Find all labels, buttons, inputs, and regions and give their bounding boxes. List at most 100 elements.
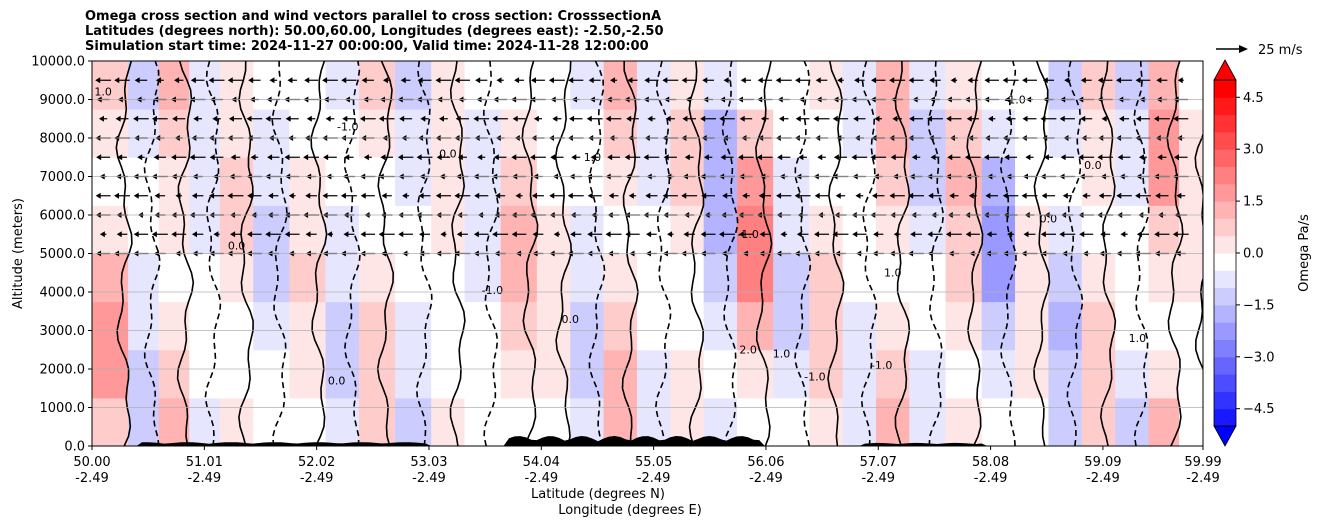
contour-label: 1.0 [1129,332,1147,345]
omega-cell [981,301,1016,351]
wind-vector-head [681,192,687,199]
omega-cell [358,397,396,446]
contour-line [927,61,945,446]
omega-cell [289,109,327,158]
omega-cell [395,61,432,110]
wind-vector-head [909,115,915,122]
omega-cell [158,301,190,351]
wind-vector-head [930,154,936,161]
colorbar-segment [1214,339,1236,358]
wind-vector-head [511,154,517,161]
contour-label: 0.0 [561,313,579,326]
wind-vector-head [359,115,365,122]
omega-cell [1179,61,1203,110]
colorbar-extend-min [1213,425,1237,447]
wind-vector-head [420,115,426,122]
wind-vector-head [986,231,992,238]
wind-vector-head [440,231,446,238]
wind-vector-head [1117,154,1123,161]
x-tick-label-lon: -2.49 [75,471,109,486]
axes: 0.0 1000.0 2000.0 3000.0 4000.0 5000.0 6000.0 7… [11,55,1222,519]
wind-vector-head [95,77,101,84]
colorbar-segment [1214,114,1236,133]
wind-vector-head [227,77,233,84]
wind-vector-head [662,192,668,199]
omega-cell [500,349,538,399]
omega-cell [219,109,254,158]
wind-vector-head [590,154,596,161]
contour-line [204,61,222,446]
omega-cell [158,61,190,110]
omega-cell [703,301,738,351]
omega-cell [909,109,947,158]
wind-vector-head [209,154,215,161]
wind-vector-head [662,77,668,84]
wind-vector-head [742,192,748,199]
wind-vector-head [568,77,574,84]
wind-vector-head [1059,231,1065,238]
wind-vector-head [477,154,483,161]
omega-cell [603,301,638,351]
contour-line [1066,61,1084,446]
colorbar-tick-label: −1.5 [1243,298,1275,313]
wind-vector-head [212,115,218,122]
omega-cell [981,253,1016,303]
contour-label: 2.0 [739,344,757,357]
wind-vector-head [798,154,804,161]
wind-vector-head [1172,231,1178,238]
wind-vector-head [265,115,271,122]
wind-vector-head [341,77,347,84]
x-tick-label-lon: -2.49 [974,471,1008,486]
wind-vector-head [133,231,139,238]
wind-vector-head [1023,231,1029,238]
y-tick-label: 3000.0 [40,324,86,339]
y-tick-label: 0.0 [64,440,85,455]
contour-label: -1.0 [482,284,503,297]
wind-vector-head [1153,115,1159,122]
colorbar-label: Omega Pa/s [1297,214,1312,292]
wind-vector-head [99,231,105,238]
wind-vector-head [587,231,593,238]
omega-cell [670,301,705,351]
x-tick-label-lat: 56.06 [747,455,784,470]
wind-vector-head [322,192,328,199]
omega-cell [981,157,1016,206]
omega-cell [636,61,671,110]
contour-line [588,61,606,446]
wind-vector-head [988,115,994,122]
wind-vector-head [284,231,290,238]
omega-cell [289,397,327,446]
wind-vector-head [455,115,461,122]
contour-line [1133,61,1150,446]
wind-vector-head [230,154,236,161]
contour-label: 0.0 [228,240,246,253]
omega-cell [464,61,502,110]
wind-vector-head [361,77,367,84]
wind-vector-head [588,77,594,84]
omega-cell [945,397,983,446]
wind-vector-head [378,115,384,122]
omega-cell [1179,397,1203,446]
wind-vector-head [323,154,329,161]
wind-vector-head [456,231,462,238]
wind-vector-head [1138,154,1144,161]
wind-vector-head [325,115,331,122]
wind-vector-head [397,154,403,161]
omega-cell [128,205,160,254]
wind-vector-head [342,115,348,122]
omega-cell [325,301,360,351]
wind-vector-head [246,115,252,122]
wind-vector-head [284,154,290,161]
omega-cell [636,205,671,254]
omega-cell [809,205,844,254]
wind-vector-head [473,115,479,122]
colorbar-tick-label: 1.5 [1243,195,1264,210]
contour-label: 0.0 [328,374,346,387]
wind-vector-head [493,154,499,161]
wind-vector-head [363,154,369,161]
wind-vector-head [739,115,745,122]
x-tick-label-lon: -2.49 [1186,471,1220,486]
vector-key-label: 25 m/s [1258,43,1303,58]
y-tick-label: 1000.0 [40,401,86,416]
wind-vector-head [1173,154,1179,161]
